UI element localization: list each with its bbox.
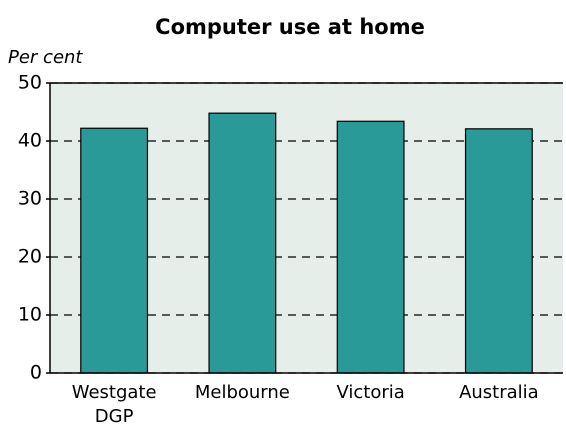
x-tick-label: Westgate DGP: [71, 382, 157, 427]
bar: [464, 128, 533, 374]
x-tick-label: Victoria: [336, 382, 405, 403]
x-tick-label: Melbourne: [194, 382, 290, 403]
y-axis-label: Per cent: [8, 47, 83, 68]
y-tick-label: 20: [18, 246, 42, 268]
y-tick-label: 10: [18, 304, 42, 326]
bar: [336, 120, 405, 374]
y-tick-label: 40: [18, 130, 42, 152]
y-tick-label: 0: [30, 362, 42, 384]
bar: [208, 112, 277, 374]
bar: [80, 127, 149, 374]
y-tick-label: 50: [18, 72, 42, 94]
chart-title: Computer use at home: [155, 15, 425, 39]
y-tick-label: 30: [18, 188, 42, 210]
x-tick-label: Australia: [459, 382, 539, 403]
